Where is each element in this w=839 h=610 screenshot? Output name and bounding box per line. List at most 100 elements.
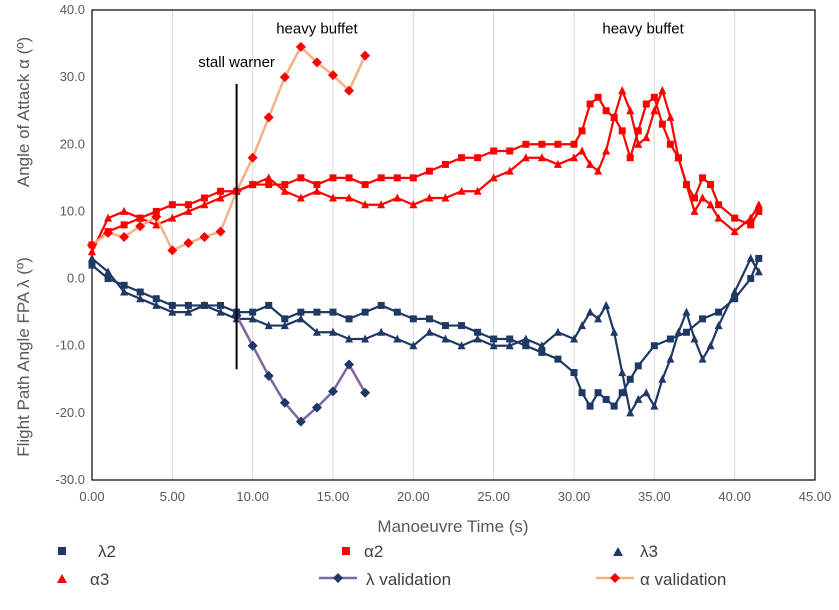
data-point (409, 341, 418, 350)
x-tick-label: 0.00 (79, 489, 104, 504)
data-point (200, 300, 209, 309)
data-point (409, 174, 417, 182)
data-point (674, 153, 683, 162)
data-point (594, 314, 603, 323)
data-point (441, 322, 449, 330)
data-point (409, 200, 418, 209)
data-point (731, 214, 739, 222)
x-tick-label: 40.00 (718, 489, 751, 504)
data-point (650, 342, 658, 350)
data-point (313, 308, 321, 316)
data-point (263, 370, 274, 381)
data-point (441, 160, 449, 168)
data-point (490, 147, 498, 155)
data-point (168, 301, 176, 309)
x-tick-label: 30.00 (558, 489, 591, 504)
data-point (457, 341, 466, 350)
data-point (344, 85, 355, 96)
data-point (570, 334, 578, 343)
data-point (578, 146, 587, 155)
data-point (755, 207, 763, 215)
data-point (345, 174, 353, 182)
data-point (441, 334, 450, 343)
data-point (650, 106, 659, 115)
data-point (682, 307, 691, 316)
data-point (506, 335, 514, 343)
heavy-buffet-annotation-1: heavy buffet (276, 21, 358, 38)
data-point (521, 153, 530, 162)
data-point (279, 397, 290, 408)
x-tick-label: 5.00 (160, 489, 185, 504)
data-point (490, 335, 498, 343)
data-point (706, 200, 715, 209)
data-point (344, 359, 355, 370)
data-point (610, 327, 619, 336)
data-point (650, 401, 659, 410)
data-point (151, 211, 162, 222)
data-point (120, 287, 129, 296)
data-point (329, 327, 337, 336)
data-point (377, 301, 385, 309)
data-point (425, 327, 434, 336)
data-point (658, 86, 667, 95)
legend-item-alpha2: α2 (342, 542, 383, 561)
data-point (216, 307, 225, 316)
data-point (329, 193, 337, 202)
data-point (152, 295, 160, 303)
legend-marker-diamond-navy (333, 573, 343, 583)
data-point (538, 140, 546, 148)
data-point (377, 200, 386, 209)
data-point (328, 70, 338, 81)
data-point (217, 187, 225, 195)
legend-label: α2 (364, 542, 383, 561)
data-point (312, 186, 321, 195)
data-point (594, 93, 602, 101)
data-point (345, 315, 353, 323)
data-point (361, 334, 370, 343)
data-point (578, 321, 587, 330)
data-point (377, 327, 386, 336)
data-point (263, 112, 274, 123)
x-tick-label: 10.00 (236, 489, 269, 504)
series-1 (88, 93, 763, 249)
data-point (537, 341, 546, 350)
legend-item-lambda3: λ3 (613, 542, 658, 561)
data-point (682, 180, 691, 189)
data-point (634, 362, 642, 370)
data-point (594, 389, 602, 397)
data-point (642, 388, 651, 397)
data-point (265, 181, 273, 189)
y-axis-title-lower: Flight Path Angle FPA λ (º) (14, 257, 33, 457)
data-point (311, 57, 322, 68)
data-point (634, 127, 642, 135)
data-point (610, 402, 618, 410)
data-point (666, 112, 675, 121)
data-point (754, 200, 763, 209)
data-point (666, 335, 674, 343)
data-point (610, 112, 619, 121)
data-point (570, 153, 578, 162)
data-point (707, 181, 715, 189)
data-point (602, 300, 611, 309)
data-point (360, 50, 371, 61)
x-tick-label: 15.00 (317, 489, 350, 504)
data-point (730, 227, 739, 236)
data-point (393, 334, 402, 343)
data-point (714, 321, 723, 330)
legend-label: λ2 (98, 542, 116, 561)
data-point (602, 146, 611, 155)
data-point (184, 206, 193, 215)
data-point (104, 213, 113, 222)
data-point (457, 186, 466, 195)
data-point (618, 368, 627, 377)
data-point (553, 327, 562, 336)
x-axis-title: Manoeuvre Time (s) (377, 517, 528, 536)
y-tick-label: 30.0 (60, 69, 85, 84)
y-axis-ticks: -30.0 -20.0 -10.0 0.0 10.0 20.0 30.0 40.0 (55, 2, 85, 487)
data-point (88, 261, 96, 269)
data-point (329, 174, 337, 182)
data-point (578, 389, 586, 397)
data-point (505, 166, 514, 175)
data-point (642, 133, 651, 142)
data-point (746, 213, 755, 222)
